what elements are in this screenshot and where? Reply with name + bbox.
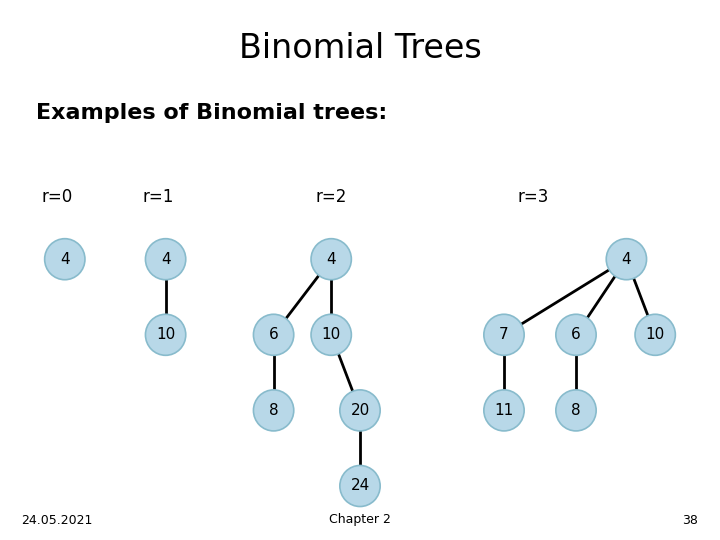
Text: r=3: r=3 (517, 188, 549, 206)
Ellipse shape (484, 390, 524, 431)
Ellipse shape (556, 390, 596, 431)
Text: 24: 24 (351, 478, 369, 494)
Text: 8: 8 (571, 403, 581, 418)
Text: 11: 11 (495, 403, 513, 418)
Text: 8: 8 (269, 403, 279, 418)
Ellipse shape (45, 239, 85, 280)
Ellipse shape (635, 314, 675, 355)
Text: 10: 10 (156, 327, 175, 342)
Text: r=2: r=2 (315, 188, 347, 206)
Ellipse shape (606, 239, 647, 280)
Ellipse shape (253, 390, 294, 431)
Text: 4: 4 (326, 252, 336, 267)
Text: Binomial Trees: Binomial Trees (238, 32, 482, 65)
Ellipse shape (484, 314, 524, 355)
Text: 4: 4 (161, 252, 171, 267)
Ellipse shape (311, 314, 351, 355)
Text: r=1: r=1 (143, 188, 174, 206)
Text: 6: 6 (269, 327, 279, 342)
Text: 4: 4 (60, 252, 70, 267)
Text: 20: 20 (351, 403, 369, 418)
Ellipse shape (311, 239, 351, 280)
Text: 10: 10 (646, 327, 665, 342)
Text: r=0: r=0 (42, 188, 73, 206)
Text: 4: 4 (621, 252, 631, 267)
Ellipse shape (253, 314, 294, 355)
Text: Examples of Binomial trees:: Examples of Binomial trees: (36, 103, 387, 124)
Text: 38: 38 (683, 514, 698, 526)
Text: Chapter 2: Chapter 2 (329, 514, 391, 526)
Ellipse shape (340, 390, 380, 431)
Text: 24.05.2021: 24.05.2021 (22, 514, 93, 526)
Text: 6: 6 (571, 327, 581, 342)
Ellipse shape (340, 465, 380, 507)
Ellipse shape (145, 239, 186, 280)
Ellipse shape (145, 314, 186, 355)
Ellipse shape (556, 314, 596, 355)
Text: 7: 7 (499, 327, 509, 342)
Text: 10: 10 (322, 327, 341, 342)
